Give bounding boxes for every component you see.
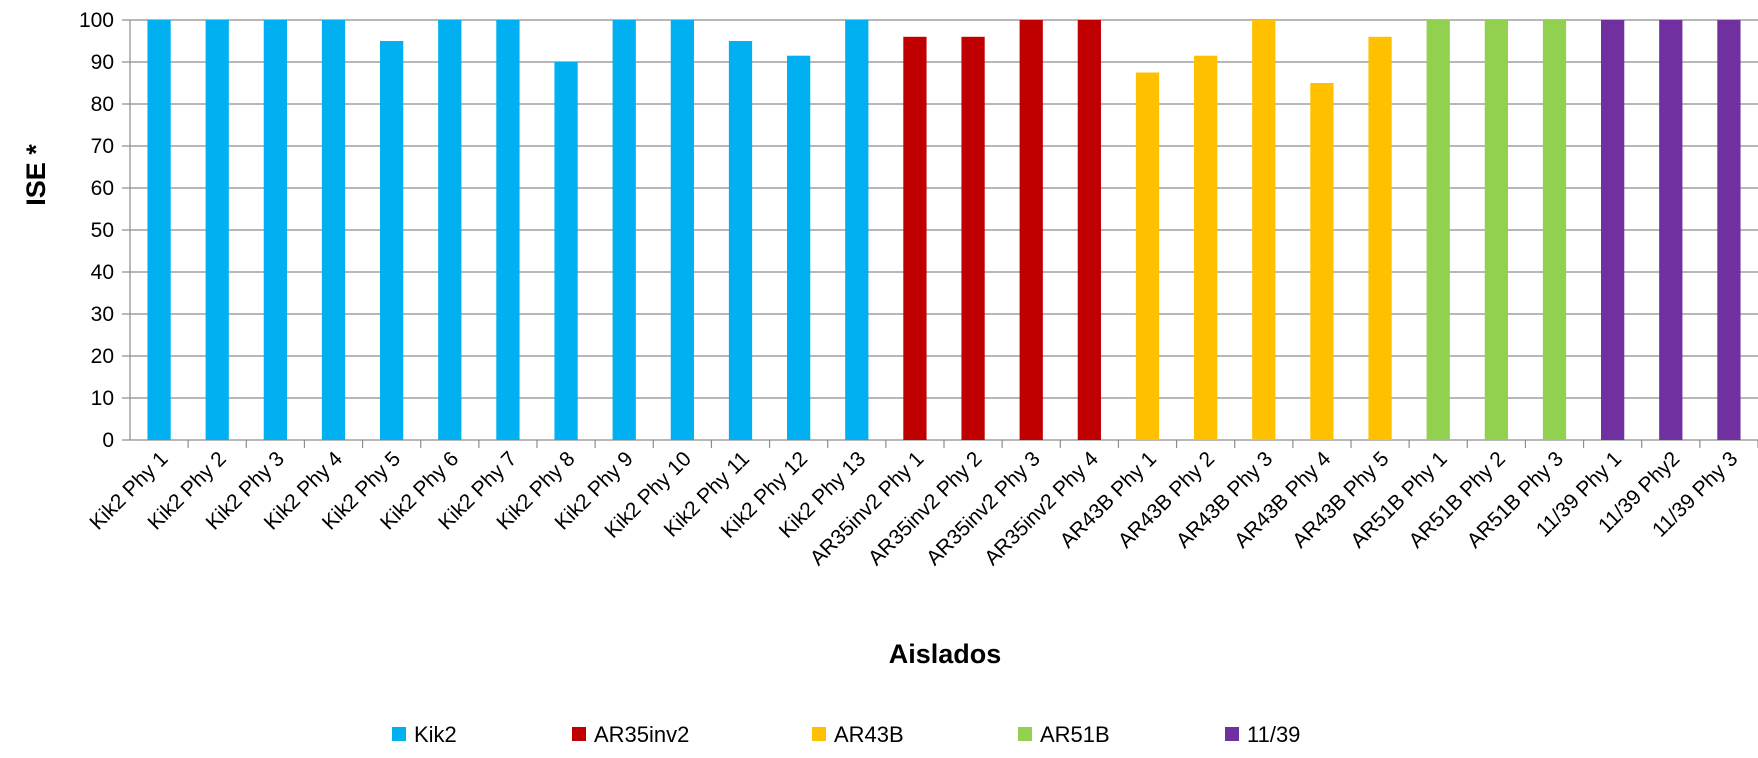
bar xyxy=(1019,20,1043,440)
y-tick-label: 30 xyxy=(91,303,114,326)
bar xyxy=(321,20,346,440)
bars xyxy=(147,20,1741,441)
legend-item: AR51B xyxy=(1018,722,1110,747)
y-tick-label: 20 xyxy=(91,345,114,368)
y-tick-label: 60 xyxy=(91,177,114,200)
bar xyxy=(1194,55,1218,440)
bar xyxy=(1310,83,1334,440)
bar xyxy=(670,20,694,440)
y-tick-label: 40 xyxy=(91,261,114,284)
bar xyxy=(1077,20,1101,440)
bar xyxy=(438,20,462,440)
bar xyxy=(205,20,229,440)
legend-item: Kik2 xyxy=(392,722,457,747)
legend-swatch xyxy=(1225,727,1239,741)
gridlines xyxy=(122,19,1758,448)
bar xyxy=(1542,20,1567,440)
y-tick-labels: 0 10 20 30 40 50 60 70 80 90 100 xyxy=(79,9,114,452)
bar xyxy=(554,62,578,440)
bar xyxy=(147,20,171,440)
y-tick-label: 70 xyxy=(91,135,114,158)
y-tick-label: 0 xyxy=(102,429,114,452)
legend-item: AR35inv2 xyxy=(572,722,689,747)
y-tick-label: 50 xyxy=(91,219,114,242)
bar xyxy=(1368,36,1392,441)
y-tick-label: 10 xyxy=(91,387,114,410)
legend-item: AR43B xyxy=(812,722,904,747)
legend-item: 11/39 xyxy=(1225,722,1300,747)
bar xyxy=(1659,20,1683,440)
bar xyxy=(1484,20,1508,440)
bar xyxy=(1252,20,1276,440)
y-axis-title: ISE * xyxy=(21,144,51,206)
y-tick-label: 80 xyxy=(91,93,114,116)
legend-swatch xyxy=(1018,727,1032,741)
bar xyxy=(1717,20,1741,440)
bar xyxy=(728,41,753,440)
legend: Kik2 AR35inv2 AR43B AR51B 11/39 xyxy=(392,722,1300,747)
legend-swatch xyxy=(392,727,406,741)
bar xyxy=(1135,72,1160,440)
legend-swatch xyxy=(812,727,826,741)
legend-label: AR51B xyxy=(1040,722,1110,747)
x-axis-title: Aislados xyxy=(889,639,1002,669)
bar xyxy=(845,20,869,440)
legend-label: 11/39 xyxy=(1247,722,1300,747)
bar xyxy=(496,20,520,440)
legend-swatch xyxy=(572,727,586,741)
bar xyxy=(612,20,636,440)
bar xyxy=(380,41,404,440)
bar xyxy=(903,36,927,441)
bar xyxy=(263,20,287,440)
y-tick-label: 100 xyxy=(79,9,114,32)
bar xyxy=(787,55,811,440)
legend-label: AR43B xyxy=(834,722,904,747)
bar xyxy=(961,36,985,441)
bar xyxy=(1601,20,1625,440)
legend-label: AR35inv2 xyxy=(594,722,689,747)
bar xyxy=(1426,20,1450,440)
y-tick-label: 90 xyxy=(91,51,114,74)
legend-label: Kik2 xyxy=(414,722,457,747)
